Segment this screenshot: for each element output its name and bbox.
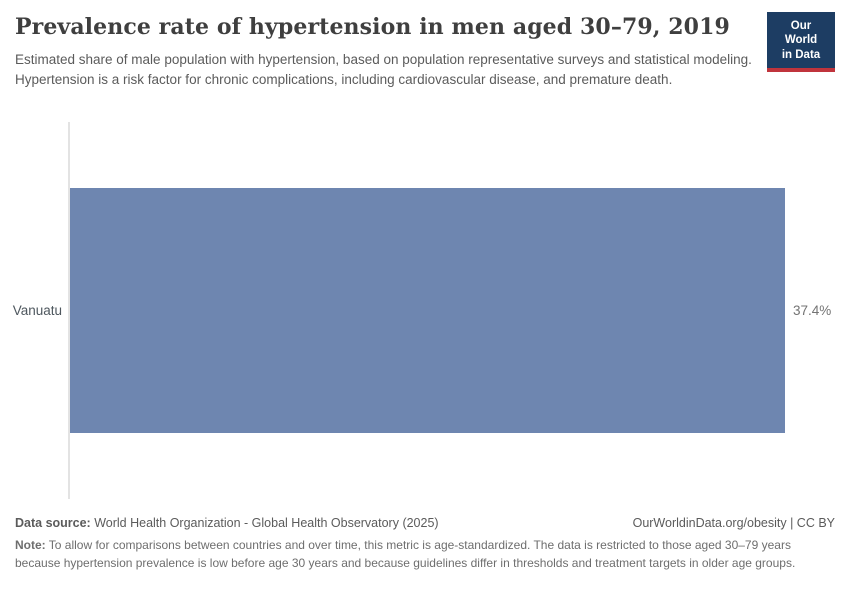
chart-title: Prevalence rate of hypertension in men a… bbox=[15, 14, 730, 40]
note-label: Note: bbox=[15, 538, 46, 552]
owid-logo-line2: in Data bbox=[781, 48, 821, 61]
owid-license-link[interactable]: OurWorldinData.org/obesity | CC BY bbox=[632, 516, 835, 530]
chart-header: Prevalence rate of hypertension in men a… bbox=[15, 12, 835, 90]
bar-vanuatu[interactable] bbox=[70, 188, 785, 433]
note-text: To allow for comparisons between countri… bbox=[15, 538, 796, 570]
source-row: Data source: World Health Organization -… bbox=[15, 516, 835, 530]
data-source-value: World Health Organization - Global Healt… bbox=[90, 516, 439, 530]
entity-label-vanuatu: Vanuatu bbox=[12, 303, 62, 318]
heading-block: Prevalence rate of hypertension in men a… bbox=[15, 12, 753, 90]
value-label: 37.4% bbox=[793, 303, 832, 318]
owid-logo: Our World in Data bbox=[767, 12, 835, 73]
data-source-line: Data source: World Health Organization -… bbox=[15, 516, 439, 530]
bar-plot-area bbox=[70, 188, 785, 433]
owid-logo-line1: Our World bbox=[784, 20, 818, 47]
note-block: Note: To allow for comparisons between c… bbox=[15, 536, 835, 572]
y-axis-line bbox=[68, 122, 70, 499]
chart-footer: Data source: World Health Organization -… bbox=[15, 516, 835, 572]
data-source-label: Data source: bbox=[15, 516, 91, 530]
chart-subtitle: Estimated share of male population with … bbox=[15, 52, 752, 87]
